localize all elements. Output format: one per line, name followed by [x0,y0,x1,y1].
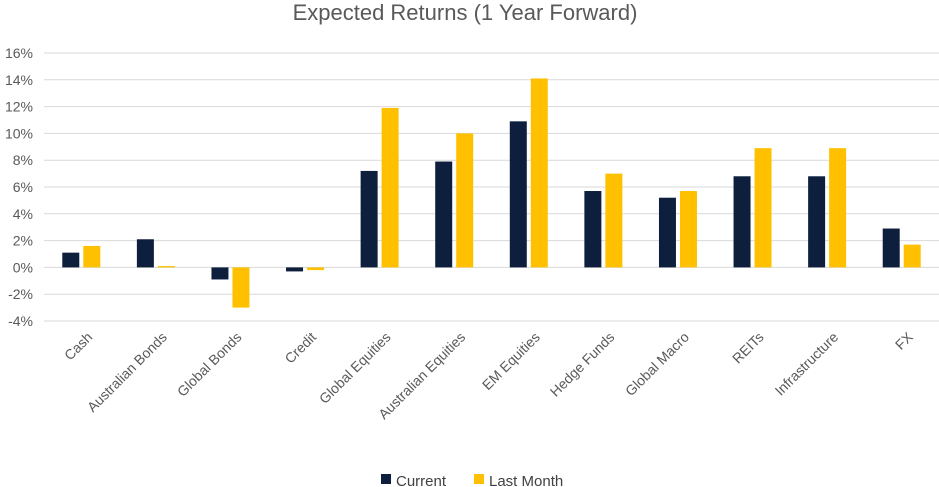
bar-current [136,239,154,268]
bar-current [733,176,751,268]
y-axis-ticks: 16% 14% 12% 10% 8% 6% 4% 2% 0% -2% -4% [5,45,33,329]
y-tick-label: 8% [13,152,33,168]
y-tick-label: 14% [5,72,33,88]
x-category-label: Infrastructure [772,329,842,399]
x-category-label: EM Equities [479,329,543,393]
bar-last-month [83,245,101,268]
x-category-label: Global Equities [316,329,394,407]
bar-last-month [679,191,697,268]
y-tick-label: 2% [13,233,33,249]
legend-label: Last Month [489,473,563,487]
x-category-label: Hedge Funds [547,329,618,400]
bar-current [584,191,602,268]
bar-current [882,228,900,268]
x-category-label: Global Bonds [174,329,245,400]
x-category-label: Australian Bonds [84,329,170,415]
legend: Current Last Month [381,473,563,487]
x-category-label: Credit [281,329,319,367]
legend-swatch [474,474,484,484]
bar-last-month [307,267,325,271]
bar-current [360,170,378,268]
y-tick-label: 6% [13,179,33,195]
y-tick-label: -2% [8,286,33,302]
y-tick-label: 16% [5,45,33,61]
gridlines [44,52,939,322]
bar-last-month [381,107,399,268]
bar-last-month [903,244,921,268]
bar-last-month [530,78,548,268]
x-category-label: REITs [729,329,767,367]
bar-last-month [829,148,847,268]
x-category-label: FX [892,328,916,352]
bar-last-month [605,173,623,268]
y-tick-label: 4% [13,206,33,222]
bar-current [509,121,527,268]
bars [62,78,921,308]
bar-current [658,197,676,268]
bar-last-month [754,148,772,268]
bar-last-month [157,266,175,268]
bar-last-month [232,267,250,308]
bar-current [286,267,304,272]
chart-title: Expected Returns (1 Year Forward) [293,0,638,25]
y-tick-label: 10% [5,125,33,141]
x-category-label: Global Macro [622,329,692,399]
y-tick-label: 12% [5,99,33,115]
legend-label: Current [396,473,447,487]
bar-current [211,267,229,280]
x-category-label: Cash [61,329,95,363]
y-tick-label: 0% [13,259,33,275]
bar-current [808,176,826,268]
bar-last-month [456,133,474,268]
bar-current [62,252,80,268]
bar-current [435,161,453,268]
legend-swatch [381,474,391,484]
y-tick-label: -4% [8,313,33,329]
